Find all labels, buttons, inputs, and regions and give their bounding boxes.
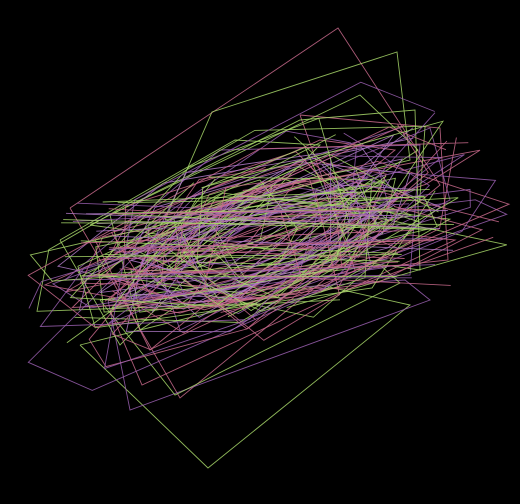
- streak-line-6: [110, 277, 412, 279]
- tangle-line-46: [71, 161, 511, 309]
- streak-line-25: [112, 235, 454, 251]
- tangle-line-66: [69, 117, 387, 307]
- streak-line-19: [96, 215, 420, 232]
- streak-line-9: [115, 208, 394, 214]
- dense-line-tangle: [27, 81, 511, 391]
- tangle-line-69: [129, 184, 416, 281]
- streak-line-0: [82, 264, 436, 278]
- streak-line-5: [108, 208, 405, 228]
- tangle-line-2: [51, 199, 508, 309]
- streak-line-12: [77, 202, 391, 217]
- tangle-line-49: [88, 124, 429, 368]
- streak-line-18: [72, 203, 410, 222]
- streak-line-22: [63, 219, 426, 230]
- streak-line-28: [117, 196, 426, 204]
- streak-line-23: [119, 268, 451, 286]
- tangle-line-68: [103, 81, 436, 370]
- tangle-line-59: [29, 195, 438, 282]
- tangle-line-56: [28, 188, 471, 309]
- streak-line-10: [102, 188, 430, 203]
- green-bottom-quad: [79, 284, 412, 469]
- streak-line-20: [101, 264, 409, 276]
- streak-line-15: [104, 253, 400, 262]
- streak-line-29: [109, 208, 433, 215]
- streak-line-21: [64, 254, 402, 258]
- green-left-tri: [59, 139, 322, 346]
- streak-line-14: [80, 229, 414, 244]
- tangle-line-6: [95, 203, 507, 313]
- tangle-line-38: [27, 126, 431, 391]
- streak-line-26: [114, 240, 434, 249]
- streak-line-11: [97, 242, 411, 261]
- tangle-line-15: [99, 127, 414, 294]
- streak-line-8: [109, 247, 405, 259]
- purple-bottom-quad: [107, 279, 431, 411]
- tangle-line-50: [164, 195, 318, 299]
- tangle-line-47: [77, 153, 439, 329]
- pink-outer-quad: [69, 27, 441, 399]
- tangle-line-62: [39, 169, 497, 327]
- streak-line-27: [117, 213, 437, 230]
- streak-line-24: [109, 237, 428, 250]
- tangle-line-35: [144, 134, 390, 312]
